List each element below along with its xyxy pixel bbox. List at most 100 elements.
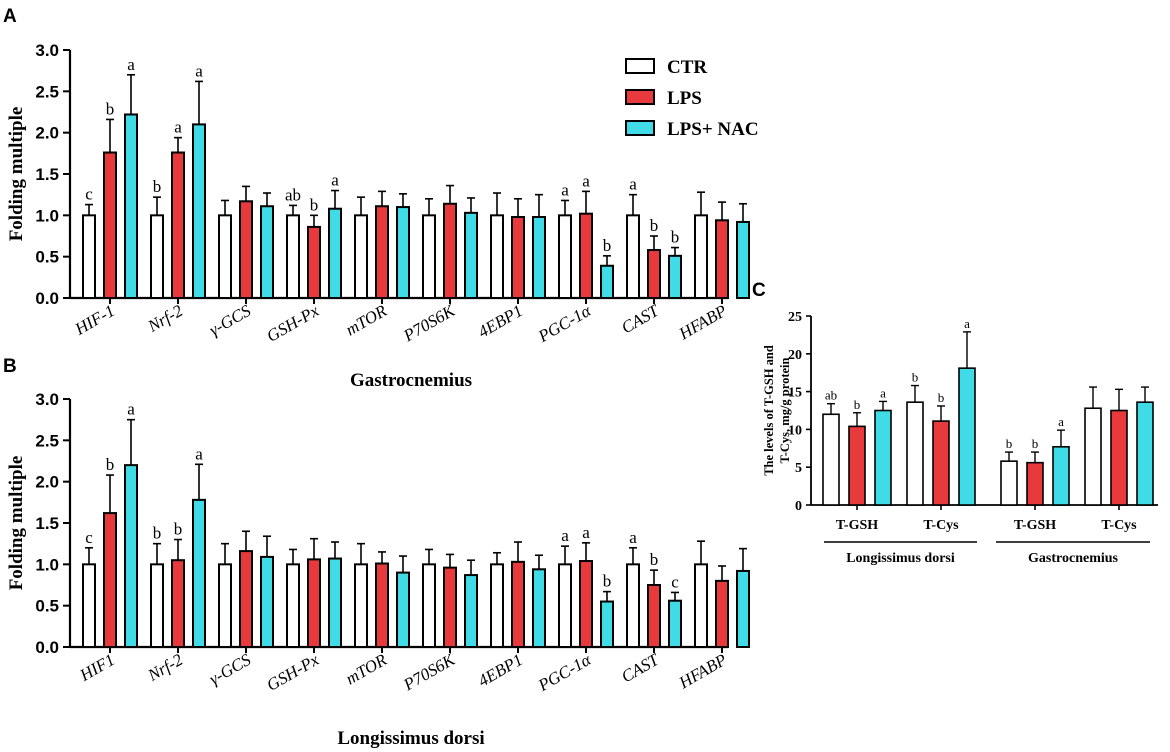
y-tick-label: 0 bbox=[795, 499, 802, 514]
significance-letter: b bbox=[1006, 436, 1013, 451]
bar-ctr bbox=[1084, 407, 1102, 506]
significance-letter: a bbox=[127, 400, 135, 419]
significance-letter: b bbox=[1032, 436, 1039, 451]
bar-lps bbox=[932, 420, 950, 506]
bar-ctr bbox=[422, 563, 436, 648]
x-category-label: HFABP bbox=[675, 650, 730, 693]
y-tick-label: 2.0 bbox=[35, 473, 59, 492]
significance-letter: b bbox=[106, 455, 115, 474]
y-tick-label: 0.0 bbox=[35, 289, 59, 308]
bar-lps bbox=[443, 566, 457, 649]
legend: CTR LPS LPS+ NAC bbox=[625, 57, 759, 140]
y-tick-label: 10 bbox=[788, 423, 802, 438]
x-category-label: PGC-1α bbox=[534, 649, 595, 695]
panel-letter-b: B bbox=[3, 356, 17, 377]
bar-ctr bbox=[822, 413, 840, 506]
panel-letter-c: C bbox=[752, 280, 766, 301]
bar-lpsnac bbox=[958, 367, 976, 506]
significance-letter: b bbox=[671, 228, 680, 247]
bar-ctr bbox=[490, 214, 504, 299]
x-category-label: CAST bbox=[618, 300, 663, 337]
significance-letter: a bbox=[582, 171, 590, 190]
x-category-label: Nrf-2 bbox=[144, 650, 187, 686]
y-tick-label: 1.0 bbox=[35, 555, 59, 574]
legend-label: LPS+ NAC bbox=[667, 119, 759, 140]
x-category-label: γ-GCS bbox=[206, 650, 254, 689]
bar-lps bbox=[579, 212, 593, 299]
bar-ctr bbox=[150, 563, 164, 648]
bar-lpsnac bbox=[192, 498, 206, 648]
significance-letter: a bbox=[629, 175, 637, 194]
x-category-label: HFABP bbox=[675, 301, 730, 344]
significance-letter: ab bbox=[825, 388, 837, 403]
significance-letter: a bbox=[1058, 414, 1064, 429]
bar-lps bbox=[307, 558, 321, 649]
significance-letter: a bbox=[331, 171, 339, 190]
bar-lps bbox=[715, 579, 729, 648]
bar-ctr bbox=[1000, 460, 1018, 506]
bar-lps bbox=[103, 512, 117, 649]
significance-letter: a bbox=[629, 528, 637, 547]
significance-letter: b bbox=[938, 390, 945, 405]
x-category-label: CAST bbox=[618, 649, 663, 686]
y-axis-label-line2: T-Cys, mg/g protein bbox=[778, 357, 792, 463]
x-category-label: T-Cys bbox=[923, 518, 959, 533]
bar-lpsnac bbox=[464, 211, 478, 299]
group-label: Longissimus dorsi bbox=[846, 551, 955, 566]
significance-letter: a bbox=[964, 316, 970, 331]
y-axis-label-line1: The levels of T-GSH and bbox=[762, 345, 776, 476]
x-category-label: γ-GCS bbox=[206, 301, 254, 340]
bar-ctr bbox=[558, 214, 572, 299]
y-tick-label: 2.5 bbox=[35, 431, 59, 450]
bar-ctr bbox=[286, 214, 300, 299]
bar-lpsnac bbox=[260, 205, 274, 300]
bar-lpsnac bbox=[124, 113, 138, 300]
y-tick-label: 0.0 bbox=[35, 638, 59, 657]
x-category-label: 4EBP1 bbox=[475, 301, 526, 342]
bar-lps bbox=[579, 560, 593, 649]
bar-lps bbox=[848, 425, 866, 506]
significance-letter: b bbox=[310, 195, 319, 214]
significance-letter: b bbox=[650, 216, 659, 235]
significance-letter: a bbox=[127, 55, 135, 74]
y-tick-label: 2.5 bbox=[35, 82, 59, 101]
bar-lpsnac bbox=[668, 254, 682, 299]
bar-lpsnac bbox=[532, 215, 546, 299]
bar-lpsnac bbox=[736, 569, 750, 648]
significance-letter: b bbox=[106, 99, 115, 118]
bar-ctr bbox=[558, 563, 572, 648]
bar-lps bbox=[375, 205, 389, 300]
x-category-label: P70S6K bbox=[399, 300, 459, 346]
bar-lps bbox=[307, 225, 321, 299]
bar-lpsnac bbox=[1052, 445, 1070, 506]
bar-lpsnac bbox=[874, 409, 892, 506]
significance-letter: a bbox=[880, 385, 886, 400]
bar-lps bbox=[375, 562, 389, 648]
legend-label: CTR bbox=[667, 57, 707, 78]
bar-ctr bbox=[218, 563, 232, 648]
bar-lpsnac bbox=[736, 220, 750, 300]
chart-c-tgsh-tcys: 0 5 10 15 20 25 The levels of T-GSH and T-Cys, … bbox=[762, 310, 1158, 566]
bar-lps bbox=[1110, 409, 1128, 506]
x-category-label: T-GSH bbox=[1014, 518, 1056, 533]
bar-lps bbox=[511, 215, 525, 299]
significance-letter: b bbox=[603, 236, 612, 255]
x-category-label: mTOR bbox=[342, 650, 390, 689]
significance-letter: b bbox=[854, 397, 861, 412]
x-category-label: GSH-Px bbox=[263, 301, 322, 346]
x-axis-label: Gastrocnemius bbox=[350, 370, 472, 391]
bar-ctr bbox=[626, 214, 640, 299]
y-axis-label: Folding multiple bbox=[6, 107, 27, 242]
significance-letter: b bbox=[153, 524, 162, 543]
significance-letter: a bbox=[582, 523, 590, 542]
x-category-label: Nrf-2 bbox=[144, 301, 187, 337]
bar-lpsnac bbox=[260, 555, 274, 648]
significance-letter: b bbox=[912, 370, 919, 385]
significance-letter: c bbox=[85, 185, 93, 204]
bar-lps bbox=[171, 559, 185, 649]
bar-ctr bbox=[354, 214, 368, 299]
x-category-label: HIF-1 bbox=[71, 301, 118, 339]
panel-letter-a: A bbox=[3, 6, 17, 27]
x-category-label: HIF1 bbox=[76, 650, 118, 685]
x-category-label: P70S6K bbox=[399, 649, 459, 695]
